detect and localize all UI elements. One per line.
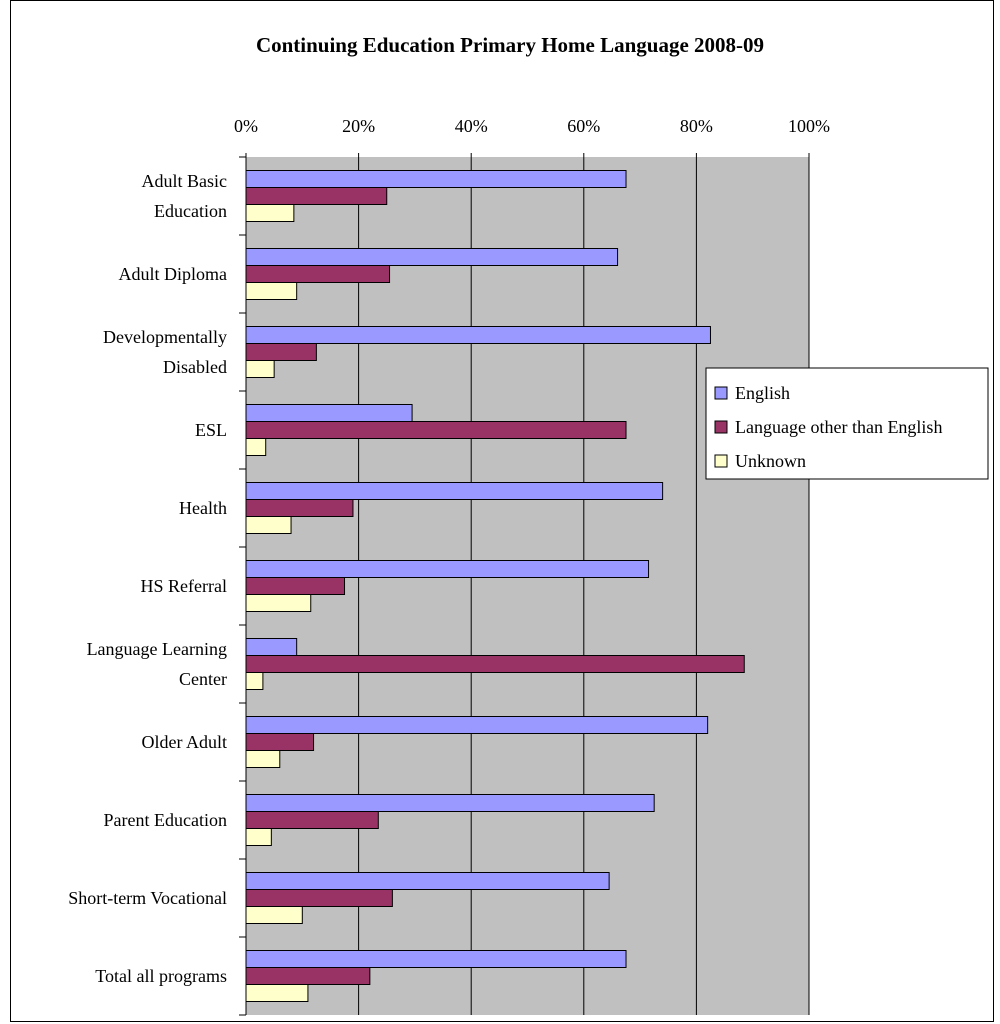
bar-language-other-than-english [245,421,627,439]
x-tick-label: 20% [342,116,375,136]
bar-unknown [245,750,281,768]
bars [245,170,745,1002]
legend-label: Unknown [735,451,806,471]
bar-unknown [245,516,292,534]
legend-box [705,367,989,480]
bar-english [245,404,413,422]
bar-language-other-than-english [245,967,371,985]
category-label: Adult Basic [142,171,228,191]
chart-title: Continuing Education Primary Home Langua… [256,33,764,57]
bar-unknown [245,984,309,1002]
bar-language-other-than-english [245,265,391,283]
category-label: ESL [195,420,227,440]
category-label: Developmentally [103,327,227,347]
bar-unknown [245,594,312,612]
bar-unknown [245,360,275,378]
bar-language-other-than-english [245,343,317,361]
legend: English Language other than English Unknow… [705,367,989,480]
bar-english [245,326,711,344]
x-tick-label: 80% [680,116,713,136]
bar-english [245,560,650,578]
category-label: Total all programs [95,966,227,986]
bar-unknown [245,906,303,924]
category-label: Center [179,669,227,689]
legend-label: Language other than English [735,417,942,437]
bar-english [245,872,610,890]
bar-language-other-than-english [245,499,354,517]
legend-label: English [735,383,790,403]
x-tick-label: 0% [234,116,258,136]
legend-swatch [714,454,728,468]
bar-english [245,170,627,188]
bar-language-other-than-english [245,811,379,829]
bar-unknown [245,438,267,456]
legend-swatch [714,386,728,400]
bar-language-other-than-english [245,733,315,751]
bar-english [245,638,298,656]
category-label: Adult Diploma [119,264,228,284]
bar-english [245,248,619,266]
x-axis-ticks: 0% 20% 40% 60% 80% 100% [234,116,830,157]
bar-language-other-than-english [245,655,745,673]
legend-swatch [714,420,728,434]
category-label: HS Referral [141,576,227,596]
category-label: Older Adult [142,732,228,752]
bar-english [245,950,627,968]
bar-language-other-than-english [245,889,393,907]
bar-unknown [245,828,272,846]
y-axis: Adult Basic Education Adult Diploma Develop… [68,156,247,1016]
bar-unknown [245,204,295,222]
category-label: Education [154,201,227,221]
bar-english [245,794,655,812]
x-tick-label: 60% [567,116,600,136]
category-label: Language Learning [87,639,227,659]
bar-language-other-than-english [245,187,388,205]
x-tick-label: 40% [455,116,488,136]
category-label: Short-term Vocational [68,888,227,908]
bar-unknown [245,672,264,690]
category-label: Disabled [163,357,227,377]
bar-unknown [245,282,298,300]
bar-language-other-than-english [245,577,346,595]
chart-frame [10,0,994,1022]
category-label: Health [179,498,227,518]
x-tick-label: 100% [788,116,830,136]
bar-english [245,482,664,500]
bar-english [245,716,709,734]
category-label: Parent Education [104,810,227,830]
